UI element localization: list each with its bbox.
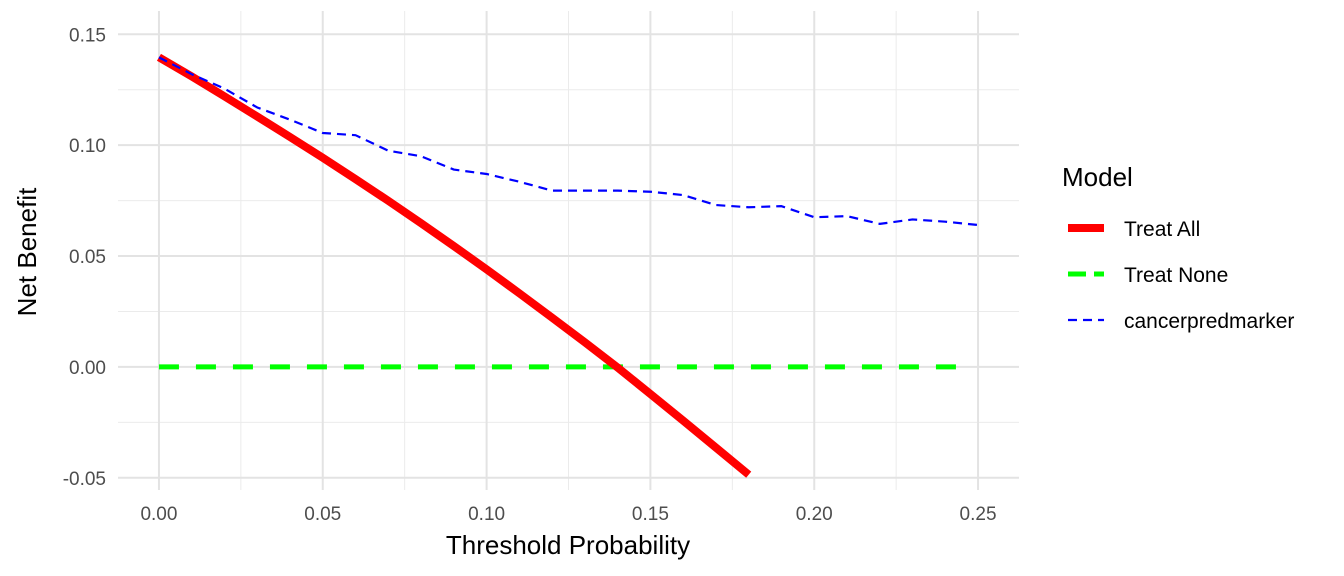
x-tick-label: 0.25 bbox=[960, 504, 997, 525]
y-tick-label: 0.10 bbox=[69, 136, 106, 157]
x-tick-label: 0.00 bbox=[140, 504, 177, 525]
y-tick-label: -0.05 bbox=[63, 469, 106, 490]
x-tick-label: 0.10 bbox=[468, 504, 505, 525]
grid bbox=[118, 11, 1019, 490]
x-tick-label: 0.15 bbox=[632, 504, 669, 525]
legend-label: cancerpredmarker bbox=[1124, 310, 1294, 333]
y-tick-label: 0.00 bbox=[69, 358, 106, 379]
series-line-cancerpredmarker bbox=[158, 56, 979, 227]
series-line-treat-all bbox=[156, 53, 752, 478]
y-axis-title: Net Benefit bbox=[12, 187, 42, 316]
x-tick-label: 0.05 bbox=[304, 504, 341, 525]
y-tick-label: 0.15 bbox=[69, 25, 106, 46]
legend-entries: Treat All Treat None cancerpredmarker bbox=[1068, 218, 1294, 333]
y-axis-ticks: -0.05 0.00 0.05 0.10 0.15 bbox=[63, 25, 106, 490]
y-tick-label: 0.05 bbox=[69, 247, 106, 268]
x-tick-label: 0.20 bbox=[796, 504, 833, 525]
legend: Model Treat All Treat None cancerpredmarke… bbox=[1062, 162, 1294, 333]
legend-label: Treat None bbox=[1124, 264, 1228, 287]
x-axis-ticks: 0.00 0.05 0.10 0.15 0.20 0.25 bbox=[140, 504, 996, 525]
legend-title: Model bbox=[1062, 162, 1133, 192]
legend-label: Treat All bbox=[1124, 218, 1200, 241]
x-axis-title: Threshold Probability bbox=[446, 530, 690, 560]
series-lines bbox=[156, 53, 979, 478]
